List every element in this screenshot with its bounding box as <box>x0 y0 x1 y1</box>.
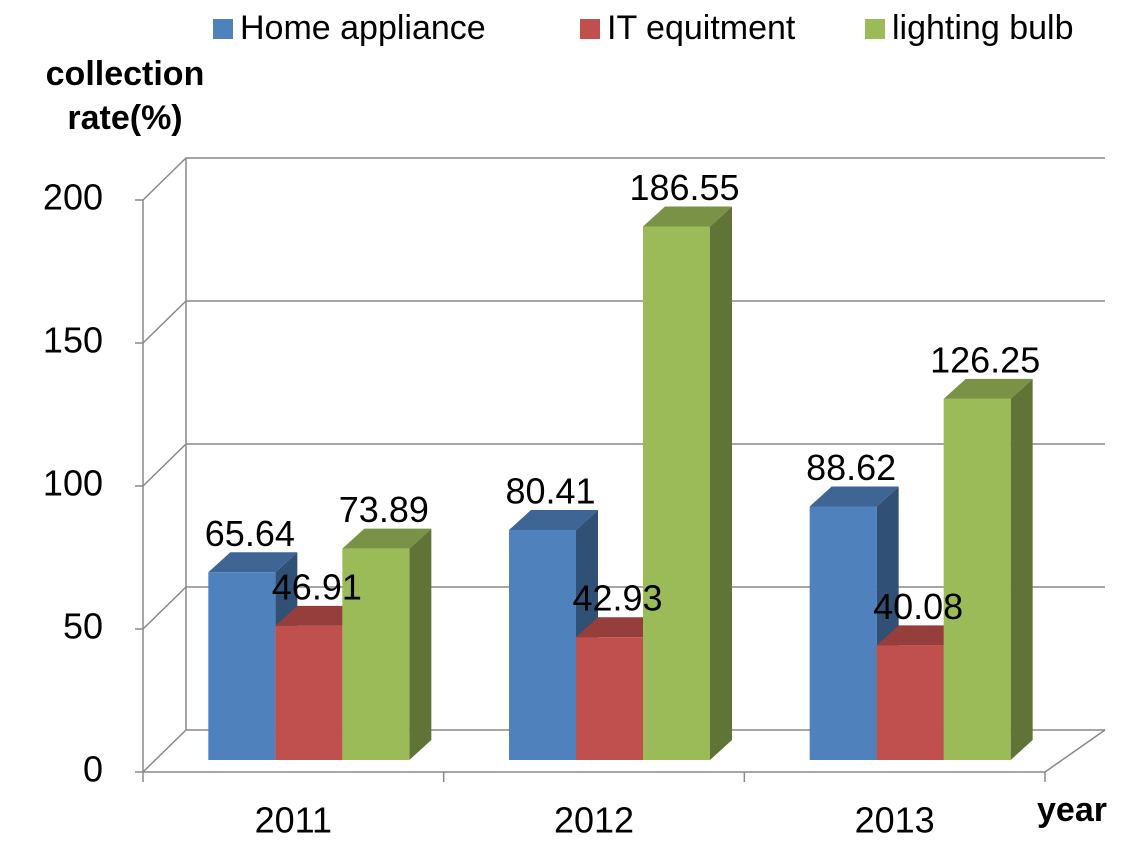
value-label: 73.89 <box>339 489 429 530</box>
x-axis-label: year <box>1037 791 1107 829</box>
bar-front <box>275 625 343 760</box>
grid-line <box>142 157 1105 201</box>
bar-top <box>643 206 732 227</box>
bar <box>643 206 732 761</box>
x-tick-label: 2013 <box>855 800 935 841</box>
legend-swatch <box>865 19 885 39</box>
value-label: 126.25 <box>930 339 1040 380</box>
bar-side <box>710 206 732 761</box>
legend-label: lighting bulb <box>892 9 1073 47</box>
value-label: 42.93 <box>572 578 662 619</box>
value-label: 186.55 <box>629 167 739 208</box>
bar-front <box>342 548 410 760</box>
y-tick-label: 50 <box>63 606 103 647</box>
bar-front <box>943 398 1011 760</box>
bar-front <box>509 530 576 760</box>
bar-top <box>275 605 365 626</box>
legend-label: IT equitment <box>607 9 796 47</box>
grid-line <box>142 300 1105 344</box>
y-tick-label: 100 <box>43 463 103 504</box>
bar-front <box>576 637 643 760</box>
x-tick-label: 2011 <box>255 800 332 841</box>
x-tick-label: 2012 <box>554 800 634 841</box>
y-tick-label: 200 <box>43 177 103 218</box>
bar-top <box>576 617 665 638</box>
bar-top <box>509 510 598 531</box>
y-tick-label: 150 <box>43 320 103 361</box>
bar-top <box>208 552 298 573</box>
y-tick-label: 0 <box>83 749 103 790</box>
bar-side <box>1010 378 1033 760</box>
bar-front <box>876 645 944 760</box>
value-label: 46.91 <box>272 566 362 607</box>
bar-front <box>208 572 276 760</box>
bar-top <box>943 378 1033 399</box>
bar-top <box>342 528 432 549</box>
value-label: 88.62 <box>806 447 896 488</box>
bar-side <box>409 528 432 760</box>
bar-top <box>809 486 899 507</box>
legend-swatch <box>580 19 600 39</box>
value-label: 40.08 <box>873 586 963 627</box>
legend-swatch <box>213 19 233 39</box>
y-axis-label: collection rate(%) <box>45 55 205 137</box>
bar <box>342 528 432 760</box>
bar <box>943 378 1033 760</box>
floor-edge <box>1044 729 1106 773</box>
value-label: 80.41 <box>505 471 595 512</box>
bar-front <box>643 226 710 761</box>
bar-top <box>876 625 966 646</box>
value-label: 65.64 <box>205 513 295 554</box>
legend-label: Home appliance <box>240 9 486 47</box>
bar-front <box>809 506 877 760</box>
